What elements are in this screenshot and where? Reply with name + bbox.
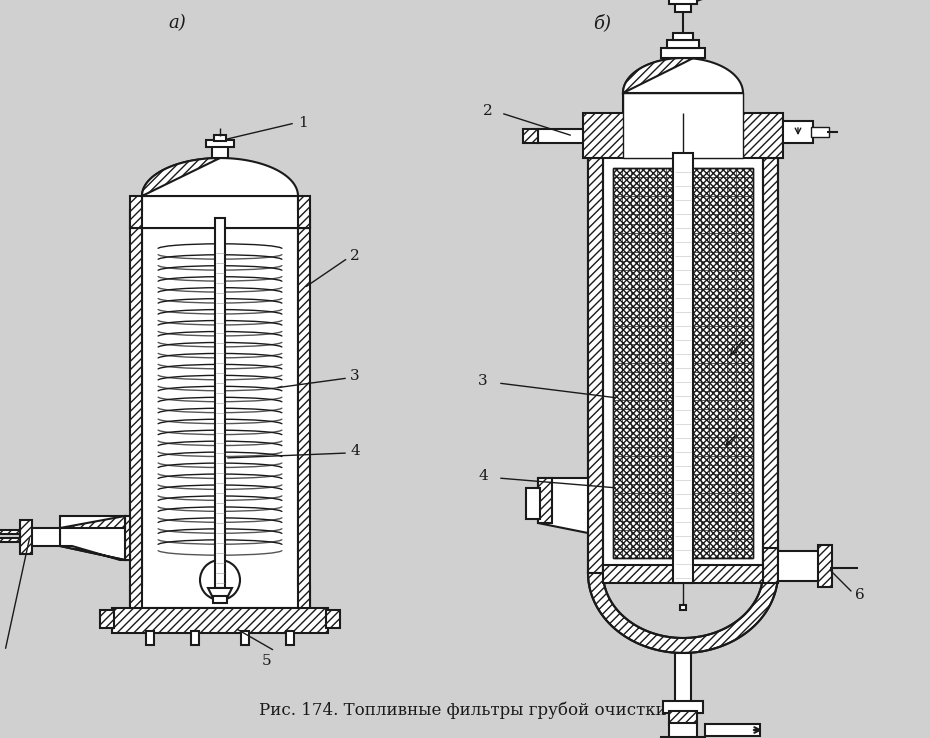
Polygon shape xyxy=(538,478,588,533)
Bar xyxy=(214,135,226,141)
Bar xyxy=(705,724,760,736)
Polygon shape xyxy=(142,158,220,196)
Bar xyxy=(326,610,340,628)
Bar xyxy=(20,520,32,554)
Text: б): б) xyxy=(593,14,611,32)
Polygon shape xyxy=(130,196,310,228)
Bar xyxy=(20,528,60,546)
Polygon shape xyxy=(60,516,125,560)
Bar xyxy=(675,2,691,12)
Bar xyxy=(215,218,225,588)
Polygon shape xyxy=(60,516,125,528)
Text: 4: 4 xyxy=(350,444,360,458)
Bar xyxy=(100,610,114,628)
Bar xyxy=(526,488,540,519)
Polygon shape xyxy=(588,573,778,653)
Text: 6: 6 xyxy=(855,588,865,602)
Polygon shape xyxy=(130,228,142,608)
Bar xyxy=(783,121,813,143)
Polygon shape xyxy=(60,546,125,560)
Text: 2: 2 xyxy=(483,104,493,118)
Polygon shape xyxy=(0,530,20,534)
Polygon shape xyxy=(523,129,538,143)
Polygon shape xyxy=(130,196,142,228)
Bar xyxy=(673,33,693,40)
Polygon shape xyxy=(0,538,20,542)
Bar xyxy=(661,48,705,58)
Bar xyxy=(661,737,705,738)
Polygon shape xyxy=(623,58,743,93)
Bar xyxy=(613,168,753,558)
Bar xyxy=(146,631,154,645)
Bar xyxy=(623,93,743,158)
Polygon shape xyxy=(125,516,130,560)
Polygon shape xyxy=(583,93,783,158)
Bar xyxy=(241,631,249,645)
Polygon shape xyxy=(588,158,603,573)
Bar xyxy=(675,653,691,708)
Bar xyxy=(669,711,697,725)
Polygon shape xyxy=(142,158,298,196)
Circle shape xyxy=(200,560,240,600)
Text: 3: 3 xyxy=(478,374,487,388)
Bar xyxy=(212,144,228,158)
Bar xyxy=(663,701,703,713)
Bar xyxy=(818,545,832,587)
Bar xyxy=(669,0,697,4)
Bar xyxy=(763,548,778,583)
Text: 3: 3 xyxy=(350,369,360,383)
Bar xyxy=(112,608,328,633)
Bar xyxy=(213,596,227,603)
Polygon shape xyxy=(538,478,552,523)
Bar xyxy=(603,158,763,573)
Bar xyxy=(142,228,298,608)
Bar xyxy=(613,168,753,558)
Text: 5: 5 xyxy=(262,654,272,668)
Bar xyxy=(538,129,583,143)
Bar xyxy=(286,631,294,645)
Bar xyxy=(667,40,699,48)
Polygon shape xyxy=(130,228,310,608)
Bar xyxy=(603,565,763,583)
Bar xyxy=(206,140,234,147)
Polygon shape xyxy=(298,228,310,608)
Bar xyxy=(191,631,199,645)
Polygon shape xyxy=(298,196,310,228)
Text: 1: 1 xyxy=(298,116,308,130)
Text: 4: 4 xyxy=(478,469,487,483)
Text: а): а) xyxy=(168,14,186,32)
Bar xyxy=(778,551,823,581)
Bar xyxy=(680,605,686,610)
Bar xyxy=(673,153,693,583)
Text: Рис. 174. Топливные фильтры грубой очистки.: Рис. 174. Топливные фильтры грубой очист… xyxy=(259,701,671,719)
Polygon shape xyxy=(623,58,693,93)
Polygon shape xyxy=(208,588,232,600)
Text: 2: 2 xyxy=(350,249,360,263)
Polygon shape xyxy=(763,158,778,573)
Bar xyxy=(669,723,697,738)
Bar xyxy=(811,127,829,137)
